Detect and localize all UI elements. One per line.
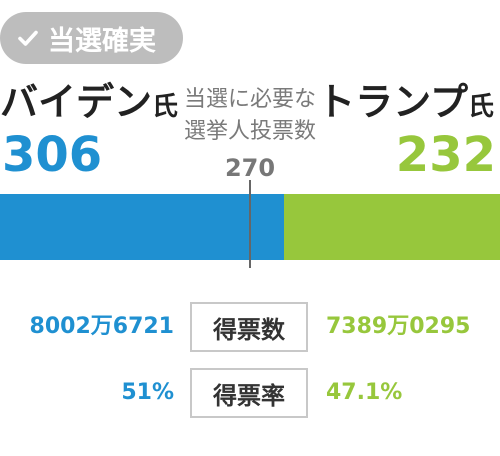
check-icon xyxy=(16,26,40,50)
candidate-left-popular-votes: 8002万6721 xyxy=(29,314,174,339)
electoral-vote-bar xyxy=(0,194,500,260)
candidate-right-vote-share: 47.1% xyxy=(326,380,403,405)
bar-segment-left xyxy=(0,194,285,260)
threshold-marker-line xyxy=(249,180,251,268)
candidate-left-name: バイデン氏 xyxy=(0,80,178,129)
threshold-caption: 当選に必要な 選挙人投票数 xyxy=(170,84,330,148)
threshold-caption-line2: 選挙人投票数 xyxy=(183,119,316,144)
candidate-right-name-text: トランプ xyxy=(317,80,468,124)
candidate-right-suffix: 氏 xyxy=(467,92,494,122)
candidate-left-electoral-votes: 306 xyxy=(2,127,103,183)
candidate-left-vote-share: 51% xyxy=(121,380,174,405)
vote-share-label: 得票率 xyxy=(190,368,308,418)
threshold-value: 270 xyxy=(224,154,276,182)
popular-votes-label: 得票数 xyxy=(190,302,308,352)
bar-segment-right xyxy=(284,194,500,260)
candidate-left-name-text: バイデン xyxy=(0,80,153,124)
candidate-right-popular-votes: 7389万0295 xyxy=(326,314,471,339)
badge-label: 当選確実 xyxy=(48,25,156,57)
candidate-right-name: トランプ氏 xyxy=(317,80,494,129)
candidate-left-suffix: 氏 xyxy=(152,92,179,122)
winner-badge: 当選確実 xyxy=(0,12,183,64)
candidate-right-electoral-votes: 232 xyxy=(395,127,496,183)
threshold-caption-line1: 当選に必要な xyxy=(183,87,316,112)
